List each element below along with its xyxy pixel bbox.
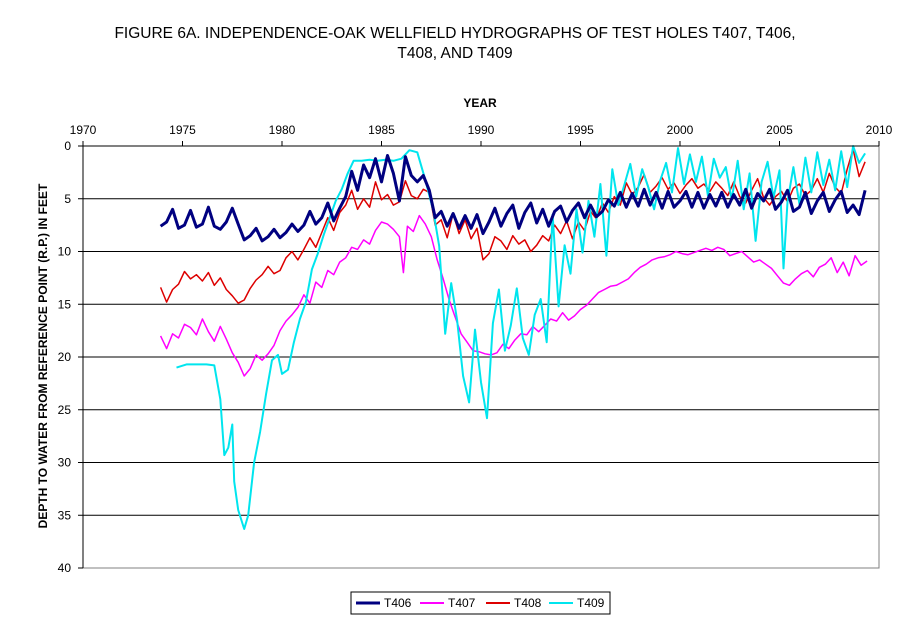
- y-tick-label: 25: [58, 403, 72, 417]
- x-tick-label: 2000: [667, 123, 694, 137]
- y-tick-label: 5: [64, 192, 71, 206]
- x-tick-label: 2005: [766, 123, 793, 137]
- series-lines: [159, 145, 868, 530]
- x-tick-label: 2010: [866, 123, 893, 137]
- x-tick-label: 1970: [70, 123, 97, 137]
- y-tick-label: 30: [58, 456, 72, 470]
- series-line-t407: [159, 214, 868, 377]
- y-tick-labels: 0 5 10 15 20 25 30 35 40: [58, 139, 72, 575]
- chart-title-line-1: FIGURE 6A. INDEPENDENCE-OAK WELLFIELD HY…: [114, 25, 795, 42]
- y-tick-label: 35: [58, 508, 72, 522]
- legend-label-t408: T408: [514, 596, 542, 610]
- series-line-t408: [159, 148, 866, 304]
- legend-label-t407: T407: [448, 596, 476, 610]
- y-tick-label: 0: [64, 139, 71, 153]
- legend-label-t409: T409: [577, 596, 605, 610]
- series-line-t406: [159, 154, 867, 243]
- x-tick-label: 1995: [567, 123, 594, 137]
- x-tick-label: 1990: [468, 123, 495, 137]
- y-tick-label: 40: [58, 561, 72, 575]
- chart-title-line-2: T408, AND T409: [397, 45, 512, 62]
- x-tick-labels: 1970 1975 1980 1985 1990 1995 2000 2005 2010: [70, 123, 893, 137]
- x-axis-title: YEAR: [463, 96, 497, 110]
- axes: [78, 141, 880, 569]
- y-axis-title: DEPTH TO WATER FROM REFERENCE POINT (R.P…: [36, 183, 50, 528]
- y-tick-label: 10: [58, 245, 72, 259]
- legend-label-t406: T406: [384, 596, 412, 610]
- y-tick-label: 20: [58, 350, 72, 364]
- legend: T406 T407 T408 T409: [350, 591, 611, 615]
- y-tick-label: 15: [58, 297, 72, 311]
- x-tick-label: 1975: [169, 123, 196, 137]
- x-tick-label: 1980: [269, 123, 296, 137]
- x-tick-label: 1985: [368, 123, 395, 137]
- series-line-t409: [176, 145, 866, 530]
- legend-box: [350, 591, 611, 615]
